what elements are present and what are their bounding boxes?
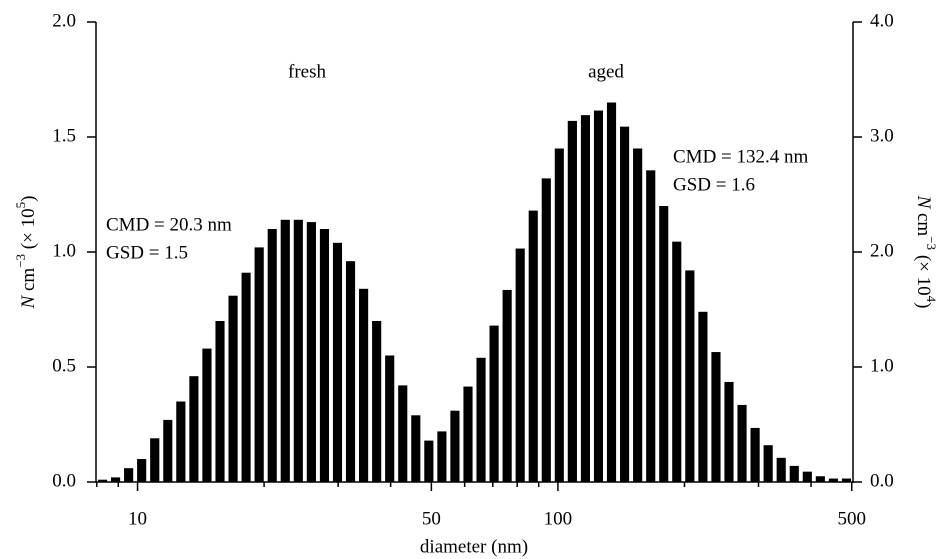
y2-tick-label: 2.0 bbox=[870, 240, 894, 261]
bar bbox=[111, 477, 121, 482]
bar bbox=[97, 479, 108, 482]
bar bbox=[672, 241, 682, 482]
bar bbox=[319, 229, 330, 482]
bar bbox=[698, 311, 708, 482]
bar bbox=[515, 248, 525, 482]
bar bbox=[228, 295, 238, 482]
y2-tick-label: 3.0 bbox=[870, 125, 894, 146]
bar bbox=[489, 325, 499, 482]
bar bbox=[620, 126, 630, 483]
bar bbox=[593, 110, 604, 483]
bar bbox=[528, 210, 538, 482]
bar bbox=[163, 419, 173, 482]
y2-title-part: 4 bbox=[924, 296, 939, 303]
bar bbox=[776, 457, 786, 482]
bar bbox=[828, 478, 838, 482]
annotation: GSD = 1.6 bbox=[673, 174, 755, 195]
bar bbox=[737, 404, 747, 482]
x-tick-label: 10 bbox=[128, 508, 147, 529]
y2-title-part: −3 bbox=[924, 236, 939, 250]
bar bbox=[750, 427, 760, 482]
bar bbox=[424, 440, 434, 482]
x-tick-label: 500 bbox=[838, 508, 867, 529]
y2-tick-label: 0.0 bbox=[870, 470, 894, 491]
bar bbox=[763, 445, 773, 482]
bar bbox=[659, 206, 669, 482]
y-tick-label: 0.5 bbox=[52, 355, 76, 376]
bar bbox=[802, 471, 812, 482]
y-tick-label: 0.0 bbox=[52, 470, 76, 491]
bar bbox=[646, 170, 656, 482]
bar bbox=[359, 288, 369, 482]
y2-title-part: ) bbox=[913, 302, 934, 308]
y2-title-part: (× 10 bbox=[913, 250, 934, 296]
bar bbox=[580, 115, 591, 483]
bar bbox=[502, 289, 512, 482]
bar bbox=[606, 102, 617, 482]
x-tick-label: 50 bbox=[422, 508, 441, 529]
bar bbox=[332, 242, 343, 482]
y-title-part: ) bbox=[18, 196, 39, 202]
annotation: GSD = 1.5 bbox=[106, 242, 188, 263]
y-title-part: cm bbox=[18, 268, 39, 296]
bar bbox=[385, 355, 395, 482]
bar bbox=[241, 272, 251, 482]
bar bbox=[345, 261, 356, 482]
annotation: aged bbox=[588, 61, 624, 82]
bar bbox=[541, 178, 551, 482]
annotation: CMD = 20.3 nm bbox=[106, 214, 232, 235]
y-title-part: 5 bbox=[13, 202, 28, 209]
bar bbox=[567, 120, 577, 483]
y2-title-part: N bbox=[913, 195, 934, 210]
y-title-part: N bbox=[18, 294, 39, 309]
y2-axis-title: N cm−3 (× 104) bbox=[913, 195, 939, 309]
bar bbox=[685, 270, 695, 482]
annotation: CMD = 132.4 nm bbox=[673, 146, 809, 167]
bar bbox=[476, 357, 486, 482]
bar bbox=[202, 348, 212, 482]
bar bbox=[711, 352, 721, 482]
bar bbox=[254, 247, 264, 482]
y-tick-label: 2.0 bbox=[52, 10, 76, 31]
bar bbox=[372, 321, 382, 482]
bar bbox=[215, 321, 225, 482]
bar bbox=[398, 385, 408, 482]
bar bbox=[293, 219, 303, 483]
bar bbox=[189, 376, 199, 482]
bar bbox=[450, 410, 460, 482]
bar bbox=[411, 415, 421, 482]
x-tick-label: 100 bbox=[544, 508, 573, 529]
bar bbox=[815, 476, 825, 482]
bar bbox=[437, 431, 447, 482]
bar bbox=[176, 401, 186, 482]
bar bbox=[267, 229, 277, 482]
y-tick-label: 1.5 bbox=[52, 125, 76, 146]
bar bbox=[137, 459, 147, 482]
annotation: fresh bbox=[288, 61, 326, 82]
bar bbox=[280, 219, 290, 483]
bar bbox=[633, 148, 643, 482]
bar bbox=[124, 468, 134, 482]
y2-tick-label: 4.0 bbox=[870, 10, 894, 31]
y-title-part: (× 10 bbox=[18, 208, 39, 254]
y-axis-title: N cm−3 (× 105) bbox=[13, 196, 39, 310]
bar bbox=[463, 386, 473, 482]
y2-tick-label: 1.0 bbox=[870, 355, 894, 376]
y2-title-part: cm bbox=[913, 208, 934, 236]
bar bbox=[789, 465, 799, 482]
bar bbox=[306, 222, 316, 482]
bar bbox=[150, 438, 160, 482]
bar bbox=[724, 381, 734, 482]
y-tick-label: 1.0 bbox=[52, 240, 76, 261]
x-axis-title: diameter (nm) bbox=[420, 536, 528, 557]
y-title-part: −3 bbox=[13, 254, 28, 268]
bar bbox=[841, 478, 852, 482]
bar bbox=[554, 148, 564, 482]
